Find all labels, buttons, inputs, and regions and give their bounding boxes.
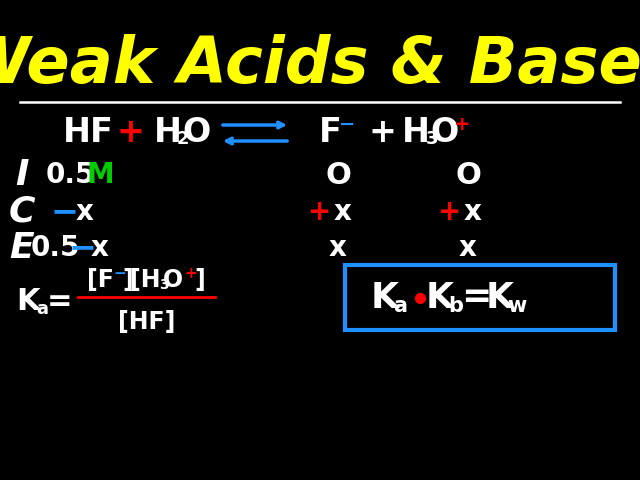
Text: I: I (15, 158, 29, 192)
Text: O: O (455, 160, 481, 190)
Text: +: + (308, 198, 332, 226)
Text: x: x (464, 198, 482, 226)
Text: H: H (154, 117, 182, 149)
Text: ]: ] (195, 268, 205, 292)
Text: Weak Acids & Bases: Weak Acids & Bases (0, 34, 640, 96)
Text: K: K (426, 280, 454, 314)
Text: a: a (393, 297, 407, 316)
Text: K: K (486, 280, 514, 314)
Text: ]: ] (123, 268, 133, 292)
Text: [HF]: [HF] (118, 310, 176, 334)
Text: O: O (163, 268, 183, 292)
Text: M: M (86, 161, 114, 189)
Text: x: x (329, 234, 347, 262)
Text: 3: 3 (159, 278, 169, 292)
Text: O: O (325, 160, 351, 190)
Text: x: x (334, 198, 352, 226)
Text: a: a (36, 300, 48, 318)
Text: K: K (371, 280, 399, 314)
Text: +: + (184, 265, 197, 280)
Text: +: + (438, 198, 461, 226)
Text: −: − (114, 265, 126, 280)
Text: O: O (431, 117, 459, 149)
Text: +: + (116, 117, 144, 149)
Text: =: = (47, 288, 73, 316)
Text: H: H (402, 117, 430, 149)
Text: [F: [F (86, 268, 113, 292)
Text: b: b (449, 297, 463, 316)
Text: 0.5: 0.5 (30, 234, 80, 262)
Text: =: = (461, 280, 491, 314)
Text: −: − (339, 115, 355, 133)
Text: O: O (182, 117, 210, 149)
Text: x: x (459, 234, 477, 262)
Text: 2: 2 (177, 130, 189, 148)
Text: x: x (91, 234, 109, 262)
Text: +: + (368, 117, 396, 149)
Text: [H: [H (130, 268, 160, 292)
Text: −: − (68, 231, 96, 264)
Bar (345, 265, 615, 330)
Text: +: + (454, 115, 470, 133)
Text: 0.5: 0.5 (45, 161, 95, 189)
Text: 3: 3 (426, 130, 438, 148)
Text: C: C (9, 195, 35, 229)
Text: F: F (319, 117, 341, 149)
Text: w: w (508, 297, 527, 316)
Text: −: − (51, 195, 79, 228)
Text: HF: HF (63, 117, 113, 149)
Text: E: E (10, 231, 35, 265)
Text: K: K (16, 288, 40, 316)
Text: x: x (76, 198, 94, 226)
